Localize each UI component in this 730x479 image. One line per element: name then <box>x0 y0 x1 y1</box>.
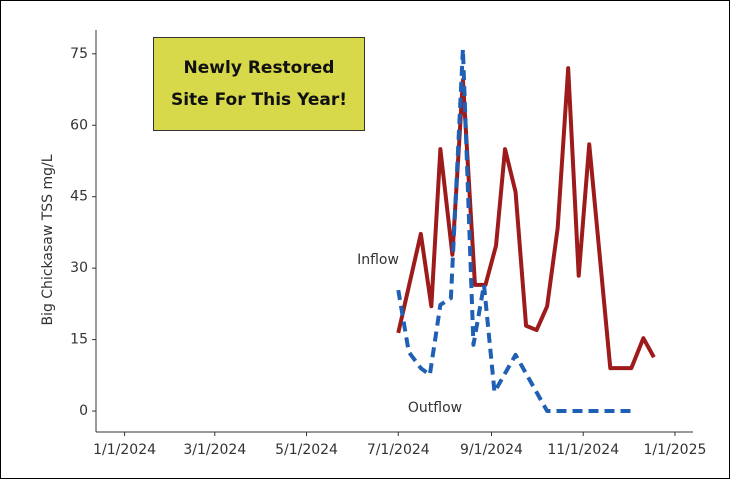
x-tick-label: 11/1/2024 <box>547 442 619 458</box>
series-line <box>396 66 656 371</box>
annotation-box: Newly Restored Site For This Year! <box>153 37 365 131</box>
x-tick-label: 1/1/2025 <box>644 442 707 458</box>
y-tick-label: 30 <box>70 260 88 276</box>
series-label: Inflow <box>357 252 399 268</box>
x-tick-label: 9/1/2024 <box>460 442 523 458</box>
y-tick-label: 60 <box>70 117 88 133</box>
series-line <box>396 47 632 414</box>
y-tick-label: 75 <box>70 46 88 62</box>
x-tick-label: 3/1/2024 <box>183 442 246 458</box>
y-axis-title: Big Chickasaw TSS mg/L <box>40 154 56 325</box>
y-tick-label: 15 <box>70 332 88 348</box>
annotation-line: Newly Restored <box>183 58 335 78</box>
x-tick-label: 7/1/2024 <box>367 442 430 458</box>
y-tick-label: 45 <box>70 189 88 205</box>
x-tick-label: 1/1/2024 <box>93 442 156 458</box>
y-tick-label: 0 <box>79 403 88 419</box>
series-label: Outflow <box>408 400 462 416</box>
x-tick-label: 5/1/2024 <box>275 442 338 458</box>
annotation-line: Site For This Year! <box>170 90 347 110</box>
